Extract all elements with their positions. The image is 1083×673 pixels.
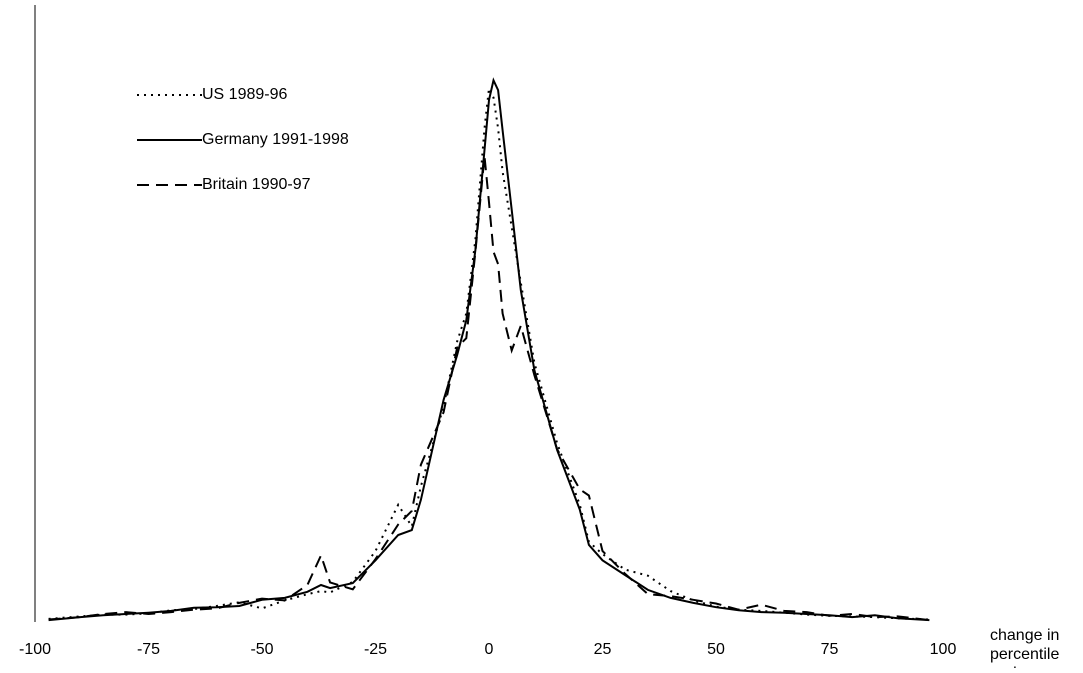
x-tick-label: -25 [364, 641, 387, 658]
legend-label: Germany 1991-1998 [202, 131, 349, 148]
x-axis-label: percentile [990, 646, 1059, 663]
legend-label: US 1989-96 [202, 86, 287, 103]
series-line [48, 156, 930, 622]
x-tick-label: 100 [930, 641, 957, 658]
x-tick-label: 50 [707, 641, 725, 658]
x-axis-label: change in [990, 627, 1059, 644]
x-tick-label: 0 [485, 641, 494, 658]
x-tick-label: 75 [821, 641, 839, 658]
series-line [48, 84, 930, 621]
x-tick-label: -100 [19, 641, 51, 658]
legend-label: Britain 1990-97 [202, 176, 311, 193]
series-line [48, 77, 930, 622]
x-tick-label: -75 [137, 641, 160, 658]
x-tick-label: 25 [594, 641, 612, 658]
x-tick-label: -50 [250, 641, 273, 658]
